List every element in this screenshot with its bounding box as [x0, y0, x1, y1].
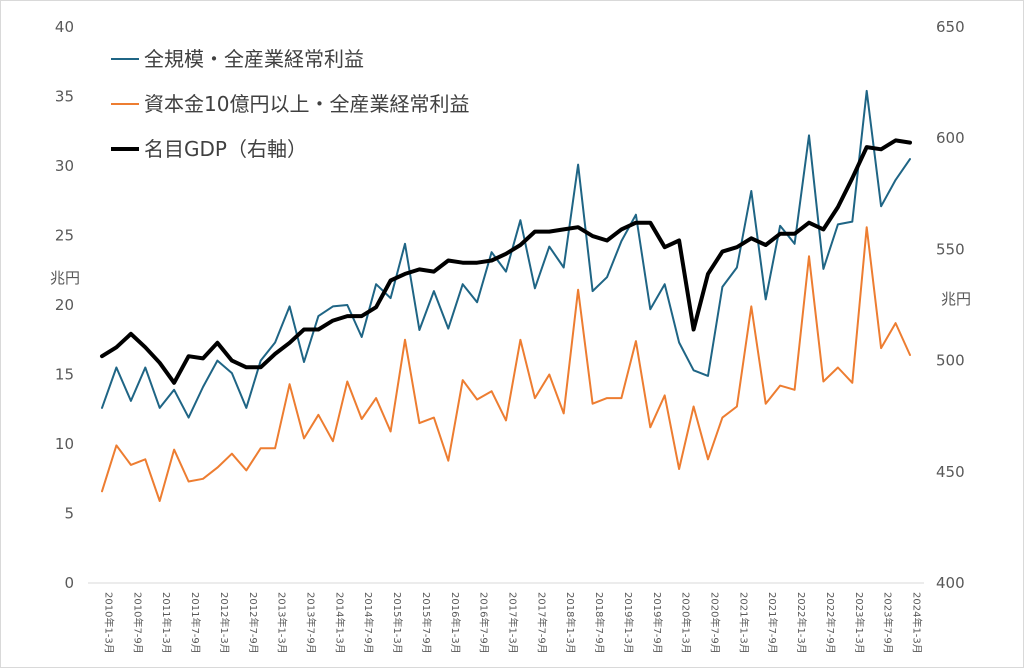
- x-axis-tick-label: 2016年1-3月: [449, 592, 462, 654]
- x-axis-tick-label: 2020年1-3月: [680, 592, 693, 654]
- series-line-2: [101, 226, 911, 502]
- left-axis-tick-label: 35: [55, 88, 74, 106]
- x-axis-tick-label: 2010年1-3月: [103, 592, 116, 654]
- x-axis-tick-label: 2021年1-3月: [737, 592, 750, 654]
- x-axis-tick-label: 2021年7-9月: [766, 592, 779, 654]
- x-axis-tick-label: 2018年7-9月: [593, 592, 606, 654]
- x-axis-tick-label: 2013年7-9月: [305, 592, 318, 654]
- x-axis-tick-label: 2010年7-9月: [131, 592, 144, 654]
- left-axis-tick-label: 5: [64, 505, 74, 523]
- right-axis-tick-label: 650: [936, 18, 965, 36]
- x-axis-tick-label: 2011年1-3月: [160, 592, 173, 654]
- right-axis-tick-label: 550: [936, 240, 965, 258]
- left-axis-tick-label: 40: [55, 18, 74, 36]
- series-lines: [100, 89, 912, 502]
- right-axis-tick-label: 400: [936, 574, 965, 592]
- right-axis-tick-label: 600: [936, 129, 965, 147]
- left-axis-tick-label: 30: [55, 157, 74, 175]
- left-axis: 0 5 10 15 20 25 30 35 40: [55, 18, 74, 592]
- x-axis-tick-label: 2018年1-3月: [564, 592, 577, 654]
- x-axis-tick-label: 2022年1-3月: [795, 592, 808, 654]
- x-axis-tick-label: 2023年1-3月: [853, 592, 866, 654]
- legend-label: 全規模・全産業経常利益: [144, 47, 364, 71]
- right-axis-tick-label: 500: [936, 352, 965, 370]
- x-axis-tick-label: 2014年7-9月: [362, 592, 375, 654]
- x-axis-tick-label: 2023年7-9月: [882, 592, 895, 654]
- right-axis-unit: 兆円: [941, 290, 971, 308]
- x-axis-tick-label: 2022年7-9月: [824, 592, 837, 654]
- x-axis-tick-label: 2024年1-3月: [911, 592, 924, 654]
- left-axis-tick-label: 20: [55, 296, 74, 314]
- x-axis-tick-label: 2012年1-3月: [218, 592, 231, 654]
- x-axis-tick-label: 2015年1-3月: [391, 592, 404, 654]
- x-axis-tick-label: 2011年7-9月: [189, 592, 202, 654]
- left-axis-tick-label: 15: [55, 366, 74, 384]
- right-axis: 400 450 500 550 600 650: [936, 18, 965, 592]
- x-axis-tick-label: 2012年7-9月: [247, 592, 260, 654]
- series-line-1: [101, 89, 911, 419]
- legend-label: 資本金10億円以上・全産業経常利益: [144, 92, 469, 116]
- x-axis-tick-label: 2017年1-3月: [507, 592, 520, 654]
- x-axis-tick-label: 2016年7-9月: [478, 592, 491, 654]
- x-axis-tick-label: 2019年1-3月: [622, 592, 635, 654]
- legend-label: 名目GDP（右軸）: [144, 137, 307, 161]
- left-axis-tick-label: 0: [64, 574, 74, 592]
- left-axis-tick-label: 10: [55, 435, 74, 453]
- x-axis-tick-label: 2014年1-3月: [333, 592, 346, 654]
- x-axis-tick-label: 2013年1-3月: [276, 592, 289, 654]
- series-line-3: [100, 138, 912, 385]
- x-axis-labels: 2010年1-3月 2010年7-9月 2011年1-3月 2011年7-9月 2012…: [103, 592, 924, 654]
- left-axis-unit: 兆円: [50, 269, 80, 287]
- x-axis-tick-label: 2015年7-9月: [420, 592, 433, 654]
- left-axis-tick-label: 25: [55, 227, 74, 245]
- x-axis-tick-label: 2020年7-9月: [709, 592, 722, 654]
- x-axis-tick-label: 2017年7-9月: [535, 592, 548, 654]
- x-axis-tick-label: 2019年7-9月: [651, 592, 664, 654]
- right-axis-tick-label: 450: [936, 463, 965, 481]
